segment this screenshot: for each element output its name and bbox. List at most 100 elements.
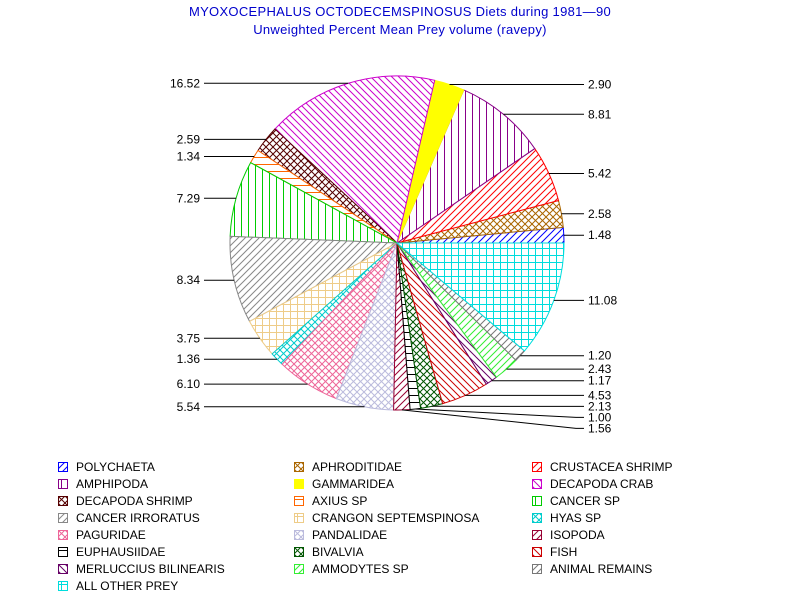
legend-label: PANDALIDAE [312, 528, 388, 542]
value-label: 1.20 [588, 349, 612, 363]
legend-swatch [532, 564, 542, 574]
legend-swatch [294, 496, 304, 506]
legend-label: ALL OTHER PREY [76, 579, 179, 593]
legend-swatch [294, 547, 304, 557]
legend-item: ANIMAL REMAINS [532, 561, 652, 577]
legend-swatch [58, 462, 68, 472]
legend-label: DECAPODA SHRIMP [76, 494, 193, 508]
value-label: 2.90 [588, 78, 612, 92]
legend-swatch [58, 513, 68, 523]
value-label: 7.29 [177, 191, 201, 205]
pie-slice-all-other-prey [395, 242, 565, 352]
legend-swatch [532, 462, 542, 472]
legend-label: PAGURIDAE [76, 528, 146, 542]
legend-item: CANCER SP [532, 493, 620, 509]
legend-item: BIVALVIA [294, 544, 364, 560]
legend-item: CRANGON SEPTEMSPINOSA [294, 510, 479, 526]
legend-label: CRANGON SEPTEMSPINOSA [312, 511, 480, 525]
legend-swatch [58, 530, 68, 540]
legend-label: GAMMARIDEA [312, 477, 395, 491]
value-label: 1.36 [177, 352, 201, 366]
legend-item: DECAPODA CRAB [532, 476, 653, 492]
pie-slice-amphipoda [395, 89, 536, 245]
legend-item: ISOPODA [532, 527, 605, 543]
legend-swatch [532, 547, 542, 557]
legend-swatch [532, 479, 542, 489]
legend-item: CRUSTACEA SHRIMP [532, 459, 672, 475]
legend-label: FISH [550, 545, 578, 559]
value-label: 3.75 [177, 331, 201, 345]
legend-item: CANCER IRRORATUS [58, 510, 200, 526]
legend-item: HYAS SP [532, 510, 601, 526]
pie-slice-cancer-irroratus [229, 235, 399, 323]
value-label: 1.34 [177, 150, 201, 164]
legend-label: POLYCHAETA [76, 460, 155, 474]
legend-item: MERLUCCIUS BILINEARIS [58, 561, 225, 577]
legend-label: AMPHIPODA [76, 477, 149, 491]
legend-item: POLYCHAETA [58, 459, 155, 475]
legend-swatch [532, 513, 542, 523]
pie-slice-decapoda-crab [274, 75, 436, 244]
value-label: 2.13 [588, 399, 612, 413]
legend-swatch [532, 530, 542, 540]
legend-label: MERLUCCIUS BILINEARIS [76, 562, 225, 576]
value-label: 2.43 [588, 362, 612, 376]
leader-line [401, 409, 584, 429]
legend-label: ISOPODA [550, 528, 605, 542]
legend-item: FISH [532, 544, 577, 560]
value-label: 6.10 [177, 377, 201, 391]
value-labels-layer: 1.48 2.58 5.42 8.81 2.90 16.52 2.59 1.34 7.29 8.3… [170, 76, 617, 435]
value-label: 1.17 [588, 374, 612, 388]
legend-label: ANIMAL REMAINS [550, 562, 653, 576]
value-label: 8.34 [177, 273, 201, 287]
leader-line [415, 408, 584, 418]
legend-item: AXIUS SP [294, 493, 367, 509]
leader-lines-layer [204, 82, 584, 429]
value-label: 1.48 [588, 228, 612, 242]
value-label: 2.58 [588, 207, 612, 221]
value-label: 16.52 [170, 76, 200, 90]
legend-label: AXIUS SP [312, 494, 368, 508]
slices-layer [229, 75, 565, 411]
value-label: 1.00 [588, 410, 612, 424]
legend-item: ALL OTHER PREY [58, 578, 178, 594]
legend-item: PAGURIDAE [58, 527, 146, 543]
legend-swatch [294, 513, 304, 523]
legend-swatch [294, 564, 304, 574]
legend-item: APHRODITIDAE [294, 459, 402, 475]
value-label: 1.56 [588, 421, 612, 435]
legend-item: EUPHAUSIIDAE [58, 544, 165, 560]
value-label: 5.54 [177, 400, 201, 414]
legend-label: DECAPODA CRAB [550, 477, 654, 491]
chart-subtitle: Unweighted Percent Mean Prey volume (rav… [253, 22, 547, 37]
legend-swatch [58, 564, 68, 574]
legend-label: EUPHAUSIIDAE [76, 545, 166, 559]
legend-swatch [294, 479, 304, 489]
legend-item: GAMMARIDEA [294, 476, 394, 492]
legend-label: HYAS SP [550, 511, 602, 525]
legend-item: AMMODYTES SP [294, 561, 409, 577]
legend-swatch [58, 581, 68, 591]
legend-swatch [58, 479, 68, 489]
chart-title: MYOXOCEPHALUS OCTODECEMSPINOSUS Diets du… [188, 4, 612, 19]
legend-swatch [58, 547, 68, 557]
legend-item: DECAPODA SHRIMP [58, 493, 193, 509]
legend-label: BIVALVIA [312, 545, 364, 559]
legend-label: CANCER IRRORATUS [76, 511, 200, 525]
legend-swatch [294, 530, 304, 540]
value-label: 11.08 [588, 293, 617, 307]
value-label: 2.59 [177, 132, 201, 146]
value-label: 4.53 [588, 388, 612, 402]
legend-swatch [532, 496, 542, 506]
legend-label: APHRODITIDAE [312, 460, 403, 474]
legend-label: CRUSTACEA SHRIMP [550, 460, 673, 474]
value-label: 8.81 [588, 107, 612, 121]
legend-swatch [58, 496, 68, 506]
value-label: 5.42 [588, 167, 612, 181]
legend-item: PANDALIDAE [294, 527, 387, 543]
legend-label: AMMODYTES SP [312, 562, 409, 576]
legend-item: AMPHIPODA [58, 476, 148, 492]
legend-swatch [294, 462, 304, 472]
legend-label: CANCER SP [550, 494, 621, 508]
